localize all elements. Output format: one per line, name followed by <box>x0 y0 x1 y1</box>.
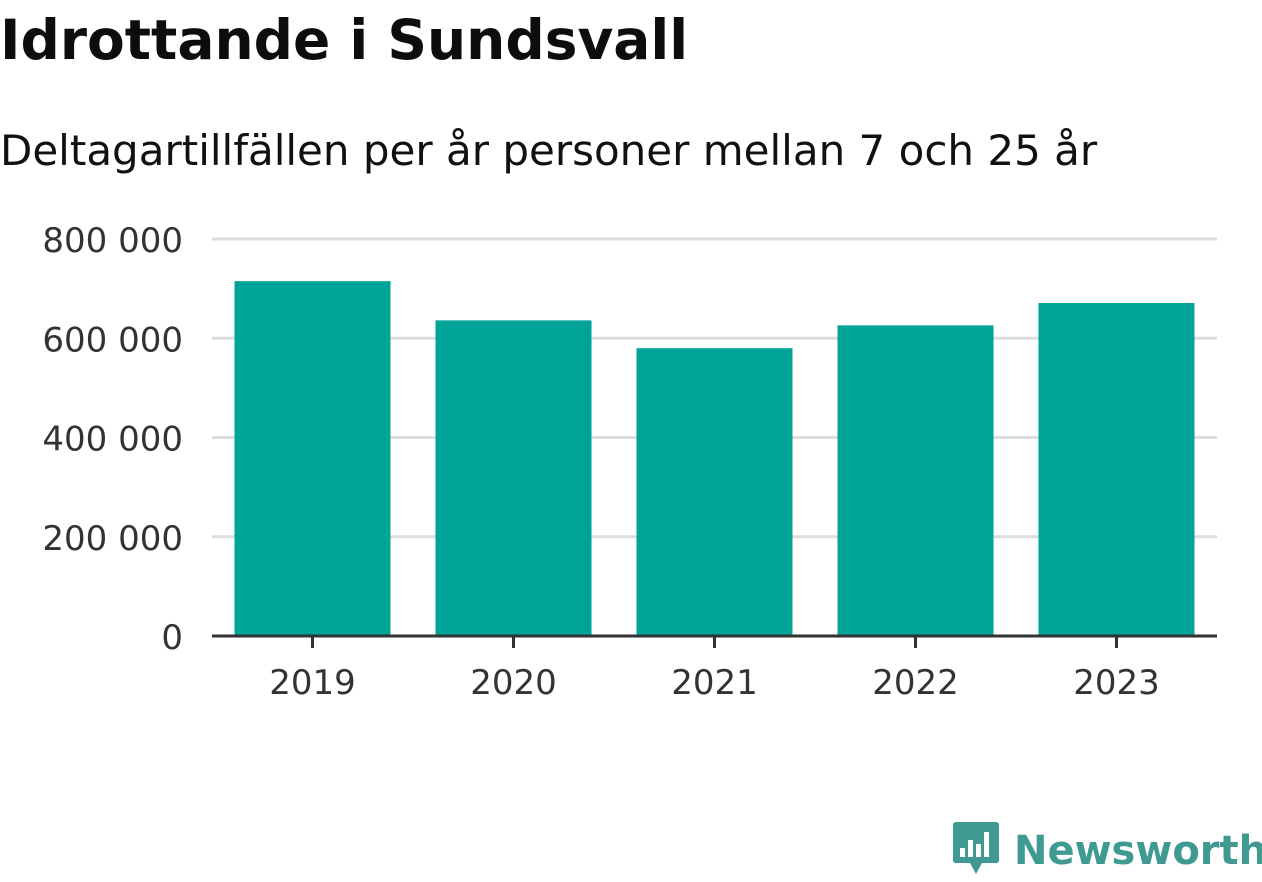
y-tick-label: 200 000 <box>42 519 183 559</box>
bar-2020 <box>435 320 592 636</box>
chart-subtitle: Deltagartillfällen per år personer mella… <box>0 126 1098 175</box>
bars <box>234 281 1195 636</box>
bar-2022 <box>837 325 994 636</box>
x-tick-labels: 2019 2020 2021 2022 2023 <box>269 663 1160 703</box>
chart-title: Idrottande i Sundsvall <box>0 8 689 72</box>
y-tick-label: 600 000 <box>42 320 183 360</box>
y-tick-label: 0 <box>161 618 183 658</box>
y-tick-label: 800 000 <box>42 221 183 261</box>
x-tick-label: 2019 <box>269 663 356 703</box>
bar-2019 <box>234 281 391 636</box>
y-tick-label: 400 000 <box>42 420 183 460</box>
brand-name: Newsworthy <box>1014 828 1262 874</box>
x-tick-label: 2021 <box>671 663 758 703</box>
newsworthy-logo: Newsworthy <box>952 820 1262 882</box>
bar-2021 <box>636 348 793 636</box>
bar-2023 <box>1038 303 1195 636</box>
bar-chart-bubble-icon <box>952 820 1000 882</box>
y-tick-labels: 0 200 000 400 000 600 000 800 000 <box>42 221 183 658</box>
x-tick-label: 2020 <box>470 663 557 703</box>
x-tick-label: 2022 <box>872 663 959 703</box>
x-tick-label: 2023 <box>1073 663 1160 703</box>
x-axis <box>212 634 1217 648</box>
